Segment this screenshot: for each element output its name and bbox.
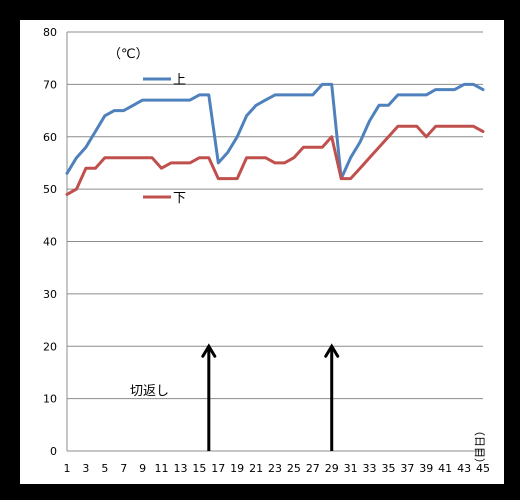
series-line-lower	[65, 124, 485, 196]
y-tick-30: 30	[43, 288, 57, 301]
annotation-label: 切返し	[130, 384, 169, 399]
chart-panel	[20, 20, 504, 484]
x-tick-5: 5	[101, 462, 108, 475]
x-tick-29: 29	[325, 462, 339, 475]
series-lines	[65, 82, 485, 196]
y-tick-80: 80	[43, 26, 57, 39]
x-tick-23: 23	[268, 462, 282, 475]
y-tick-40: 40	[43, 236, 57, 249]
legend: 上下	[143, 73, 186, 206]
x-tick-17: 17	[211, 462, 225, 475]
y-tick-labels: 0 10 20 30 40 50 60 70 80	[43, 26, 57, 458]
x-tick-39: 39	[419, 462, 433, 475]
y-tick-10: 10	[43, 393, 57, 406]
x-tick-45: 45	[476, 462, 490, 475]
unit-label: （℃）	[108, 47, 149, 62]
x-tick-37: 37	[400, 462, 414, 475]
series-line-upper	[65, 82, 485, 181]
y-tick-50: 50	[43, 183, 57, 196]
x-tick-43: 43	[457, 462, 471, 475]
y-tick-0: 0	[50, 445, 57, 458]
turning-arrows	[201, 343, 340, 451]
y-tick-60: 60	[43, 131, 57, 144]
x-tick-35: 35	[381, 462, 395, 475]
x-tick-19: 19	[230, 462, 244, 475]
x-tick-41: 41	[438, 462, 452, 475]
x-tick-1: 1	[64, 462, 71, 475]
x-tick-labels: 1 3 5 7 9 11 13 15 17 19 21 23 25 27 29 31 33 35 37 39 41 43 4…	[64, 462, 491, 475]
x-tick-25: 25	[287, 462, 301, 475]
y-tick-70: 70	[43, 78, 57, 91]
x-tick-13: 13	[173, 462, 187, 475]
x-tick-11: 11	[155, 462, 169, 475]
legend-label-lower: 下	[173, 191, 186, 206]
x-tick-7: 7	[120, 462, 127, 475]
x-tick-3: 3	[82, 462, 89, 475]
x-axis-unit-label: （日目）	[473, 425, 486, 469]
x-tick-15: 15	[192, 462, 206, 475]
x-tick-33: 33	[363, 462, 377, 475]
x-tick-9: 9	[139, 462, 146, 475]
y-tick-20: 20	[43, 340, 57, 353]
x-tick-21: 21	[249, 462, 263, 475]
arrow-head-29	[324, 343, 340, 358]
arrow-head-16	[201, 343, 217, 358]
x-tick-27: 27	[306, 462, 320, 475]
legend-label-upper: 上	[173, 73, 186, 88]
x-tick-31: 31	[344, 462, 358, 475]
axes	[66, 32, 483, 452]
